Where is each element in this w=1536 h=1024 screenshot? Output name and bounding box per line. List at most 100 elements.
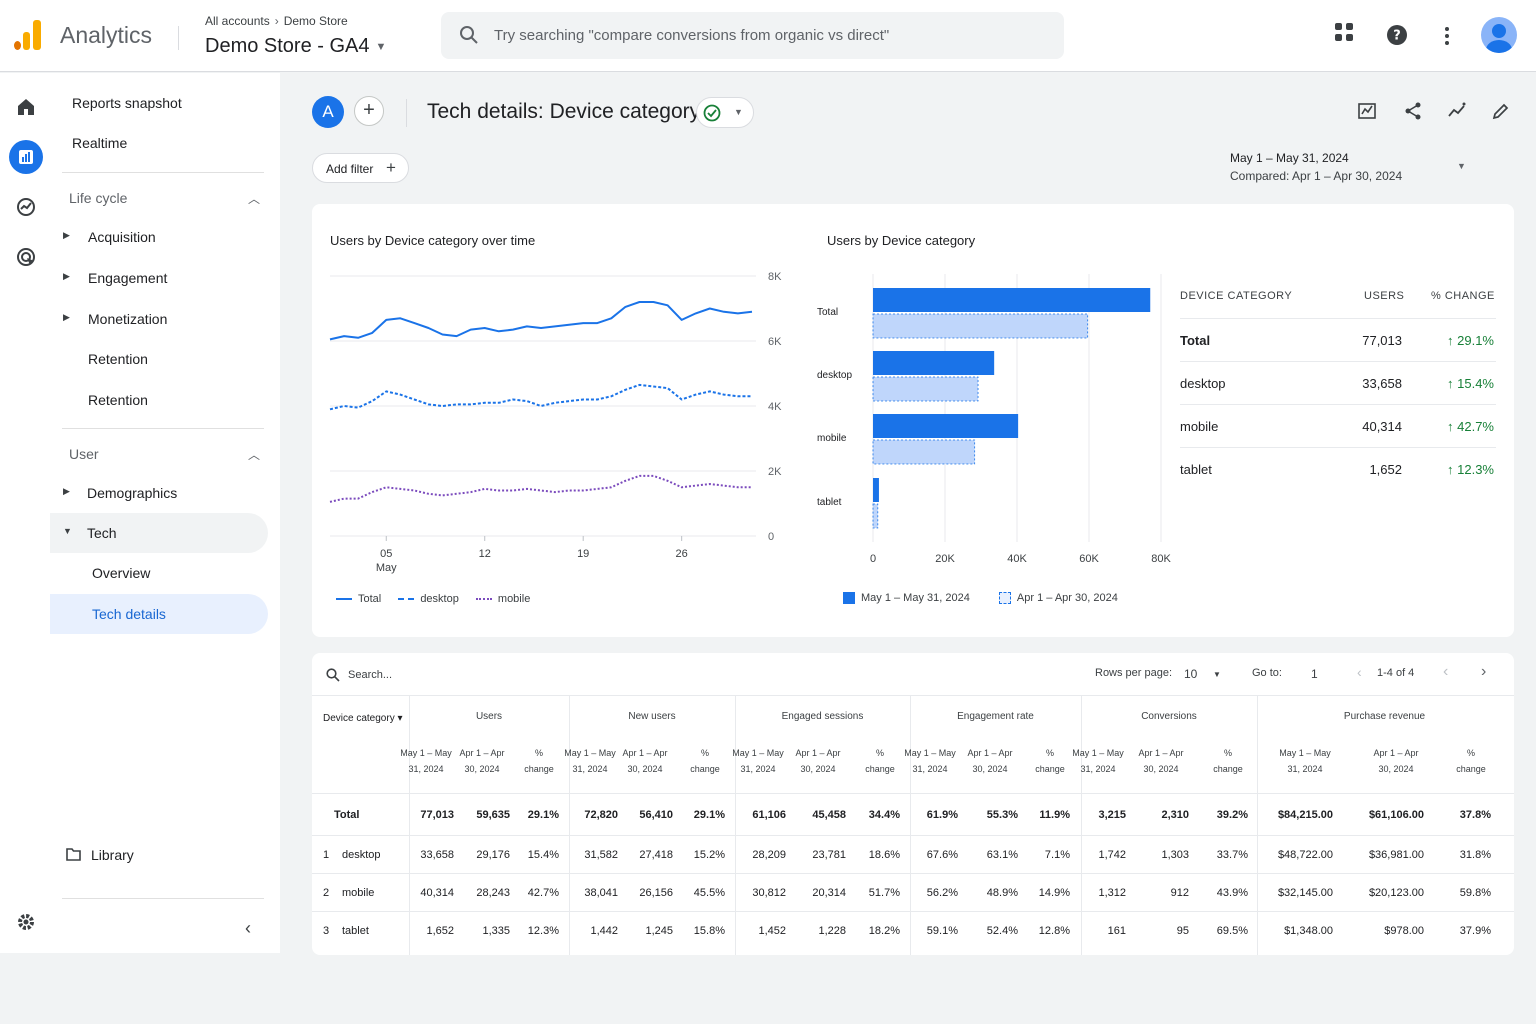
sub-header[interactable]: Apr 1 – Apr 30, 2024 xyxy=(1138,748,1184,774)
sub-header[interactable]: Apr 1 – Apr 30, 2024 xyxy=(1373,748,1419,774)
date-caret-icon[interactable]: ▼ xyxy=(1457,161,1466,171)
nav-overview[interactable]: Overview xyxy=(50,553,268,593)
next-page-icon[interactable]: › xyxy=(1481,663,1487,680)
dim-header-device-category[interactable]: Device category ▾ xyxy=(323,713,403,724)
table-cell: 912 xyxy=(1170,887,1189,899)
nav-label: Overview xyxy=(92,565,151,581)
share-icon[interactable] xyxy=(1403,101,1423,121)
legend-desktop: desktop xyxy=(420,593,459,605)
explore-button[interactable] xyxy=(9,190,43,224)
x-tick-label: 19 xyxy=(577,548,589,560)
nav-acquisition[interactable]: ▶ Acquisition xyxy=(50,217,268,257)
breadcrumb[interactable]: All accounts › Demo Store xyxy=(205,14,348,28)
group-header-engaged-sessions[interactable]: Engaged sessions xyxy=(781,711,864,722)
gear-icon xyxy=(18,914,34,930)
account-avatar[interactable] xyxy=(1481,17,1517,53)
nav-engagement[interactable]: ▶ Engagement xyxy=(50,258,268,298)
table-cell: 15.8% xyxy=(693,925,725,937)
nav-monetization[interactable]: ▶ Monetization xyxy=(50,299,268,339)
sub-header[interactable]: May 1 – May 31, 2024 xyxy=(400,748,452,774)
breadcrumb-account[interactable]: Demo Store xyxy=(283,14,348,28)
table-cell: 42.7% xyxy=(527,887,559,899)
rows-per-page-select[interactable]: 10 xyxy=(1184,667,1198,681)
chevron-up-icon[interactable]: ︿ xyxy=(248,192,261,206)
collapse-nav-icon[interactable]: ‹ xyxy=(245,918,251,938)
table-cell: 56.2% xyxy=(926,887,958,899)
sub-header[interactable]: Apr 1 – Apr 30, 2024 xyxy=(459,748,505,774)
sub-header[interactable]: % change xyxy=(1213,748,1243,774)
search-bar[interactable]: Try searching "compare conversions from … xyxy=(441,12,1064,59)
prev-page-icon[interactable]: ‹ xyxy=(1443,663,1449,680)
nav-tech[interactable]: ▼ Tech xyxy=(50,513,268,553)
breadcrumb-all-accounts[interactable]: All accounts xyxy=(205,14,270,28)
comparison-chip[interactable]: A xyxy=(312,96,344,128)
nav-tech-details[interactable]: Tech details xyxy=(50,594,268,634)
group-header-purchase-revenue[interactable]: Purchase revenue xyxy=(1343,711,1426,722)
sub-header[interactable]: % change xyxy=(1456,748,1486,774)
summary-row[interactable]: tablet 1,652 ↑ 12.3% xyxy=(1180,447,1496,490)
more-vert-icon[interactable] xyxy=(1443,26,1451,46)
advertising-button[interactable] xyxy=(9,240,43,274)
sub-header[interactable]: Apr 1 – Apr 30, 2024 xyxy=(795,748,841,774)
section-user[interactable]: User xyxy=(69,446,99,462)
sub-header[interactable]: May 1 – May 31, 2024 xyxy=(904,748,956,774)
reports-button[interactable] xyxy=(9,140,43,174)
group-header-users[interactable]: Users xyxy=(475,711,503,722)
sub-header[interactable]: Apr 1 – Apr 30, 2024 xyxy=(967,748,1013,774)
sub-header[interactable]: Apr 1 – Apr 30, 2024 xyxy=(622,748,668,774)
analytics-logo[interactable] xyxy=(14,20,42,50)
nav-retention-2[interactable]: Retention xyxy=(50,380,268,420)
sub-header[interactable]: % change xyxy=(524,748,554,774)
group-header-engagement-rate[interactable]: Engagement rate xyxy=(957,711,1034,722)
table-cell: 61.9% xyxy=(926,809,958,821)
apps-grid-icon[interactable] xyxy=(1334,22,1354,42)
nav-realtime[interactable]: Realtime xyxy=(50,123,268,163)
edit-icon[interactable] xyxy=(1491,101,1511,121)
row-label-mobile[interactable]: mobile xyxy=(342,887,375,899)
table-cell: 69.5% xyxy=(1216,925,1248,937)
sub-header[interactable]: May 1 – May 31, 2024 xyxy=(564,748,616,774)
goto-input[interactable]: 1 xyxy=(1311,667,1318,681)
date-range-picker[interactable]: May 1 – May 31, 2024 Compared: Apr 1 – A… xyxy=(1230,149,1402,185)
home-button[interactable] xyxy=(9,90,43,124)
sub-header[interactable]: May 1 – May 31, 2024 xyxy=(1072,748,1124,774)
caret-down-icon[interactable]: ▼ xyxy=(1213,670,1221,679)
sub-header[interactable]: % change xyxy=(1035,748,1065,774)
nav-library[interactable]: Library xyxy=(50,835,268,875)
group-header-new-users[interactable]: New users xyxy=(628,711,676,722)
admin-button[interactable] xyxy=(9,905,43,939)
series-line-mobile xyxy=(329,474,752,503)
sub-header[interactable]: % change xyxy=(865,748,895,774)
summary-row[interactable]: desktop 33,658 ↑ 15.4% xyxy=(1180,361,1496,404)
nav-retention[interactable]: Retention xyxy=(50,339,268,379)
row-label-desktop[interactable]: desktop xyxy=(342,849,381,861)
y-tick-label: 2K xyxy=(768,466,782,478)
table-cell: 30,812 xyxy=(752,887,786,899)
table-cell: 34.4% xyxy=(868,809,900,821)
add-filter-button[interactable]: Add filter + xyxy=(312,153,409,183)
summary-row[interactable]: mobile 40,314 ↑ 42.7% xyxy=(1180,404,1496,447)
help-icon[interactable]: ? xyxy=(1386,24,1408,46)
insights-icon[interactable] xyxy=(1447,101,1467,121)
nav-demographics[interactable]: ▶ Demographics xyxy=(50,473,268,513)
add-comparison-button[interactable]: + xyxy=(354,96,384,126)
chevron-up-icon[interactable]: ︿ xyxy=(248,448,261,462)
customize-report-icon[interactable] xyxy=(1357,101,1377,121)
rows-per-page-label: Rows per page: xyxy=(1095,667,1173,679)
section-lifecycle[interactable]: Life cycle xyxy=(69,190,128,206)
first-page-icon[interactable]: ‹ xyxy=(1357,664,1362,680)
row-label-total[interactable]: Total xyxy=(334,809,360,821)
group-header-conversions[interactable]: Conversions xyxy=(1141,711,1197,722)
nav-reports-snapshot[interactable]: Reports snapshot xyxy=(50,83,268,123)
sub-header[interactable]: % change xyxy=(690,748,720,774)
sub-header[interactable]: May 1 – May 31, 2024 xyxy=(1279,748,1331,774)
caret-down-icon: ▼ xyxy=(734,107,743,117)
summary-row[interactable]: Total 77,013 ↑ 29.1% xyxy=(1180,318,1496,361)
row-label-tablet[interactable]: tablet xyxy=(342,925,369,937)
user-avatar-icon xyxy=(1486,24,1512,53)
property-selector[interactable]: Demo Store - GA4 ▼ xyxy=(205,35,386,58)
sub-header[interactable]: May 1 – May 31, 2024 xyxy=(732,748,784,774)
report-status-button[interactable]: ▼ xyxy=(696,97,754,128)
legend-swatch-current xyxy=(843,592,855,605)
table-search-input[interactable]: Search... xyxy=(348,669,393,681)
